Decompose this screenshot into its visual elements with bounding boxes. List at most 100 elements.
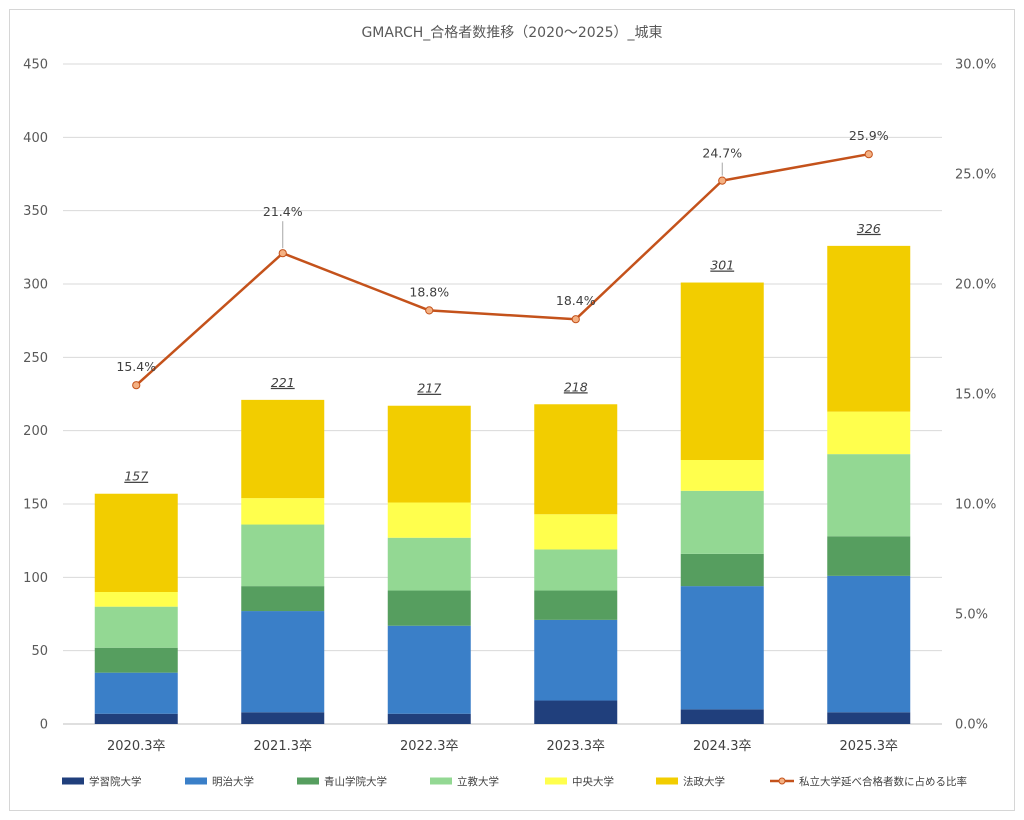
ratio-data-label: 18.4%	[556, 293, 596, 308]
bar-segment	[241, 524, 325, 587]
bar-segment	[241, 498, 325, 525]
bar-segment	[827, 245, 911, 412]
x-category-label: 2024.3卒	[693, 739, 752, 754]
legend-label: 私立大学延べ合格者数に占める比率	[799, 775, 967, 788]
bar-segment	[534, 590, 618, 620]
bar-segment	[534, 404, 618, 515]
y-tick-label: 0	[40, 718, 48, 733]
legend: 学習院大学 明治大学 青山学院大学 立教大学 中央大学 法政大学 私立大学延べ合格者数に占め…	[62, 775, 967, 788]
bar-total-label: 326	[857, 221, 881, 236]
bar-segment	[94, 647, 178, 673]
bar-segment	[534, 619, 618, 701]
y-tick-label: 200	[23, 424, 48, 439]
bar-segment	[680, 709, 764, 724]
legend-label: 学習院大学	[89, 775, 142, 788]
legend-swatch	[62, 777, 84, 785]
legend-line-marker	[778, 777, 786, 785]
bar-segment	[827, 536, 911, 576]
y2-tick-label: 15.0%	[955, 388, 996, 403]
y-tick-label: 300	[23, 278, 48, 293]
ratio-line-marker	[571, 315, 580, 324]
ratio-data-label: 21.4%	[263, 204, 303, 219]
bar-segment	[387, 502, 471, 538]
bar-segment	[94, 713, 178, 724]
ratio-line-marker	[278, 249, 287, 258]
legend-label: 明治大学	[212, 775, 254, 788]
legend-label: 中央大学	[572, 775, 614, 788]
ratio-data-label: 15.4%	[116, 359, 156, 374]
bar-segment	[94, 672, 178, 714]
x-category-label: 2021.3卒	[254, 739, 313, 754]
y2-tick-label: 10.0%	[955, 498, 996, 513]
y2-tick-label: 25.0%	[955, 168, 996, 183]
y-tick-label: 100	[23, 571, 48, 586]
x-axis-categories: 2020.3卒 2021.3卒 2022.3卒 2023.3卒 2024.3卒 2025.…	[107, 739, 898, 754]
y2-tick-label: 5.0%	[955, 608, 988, 623]
bar-total-labels: 157 221 217 218 301 326	[124, 221, 880, 484]
x-category-label: 2020.3卒	[107, 739, 166, 754]
stacked-bars	[94, 245, 911, 724]
y-tick-label: 50	[31, 644, 48, 659]
bar-segment	[241, 611, 325, 713]
y-axis-left: 0 50 100 150 200 250 300 350 400 450	[23, 58, 48, 733]
legend-swatch	[185, 777, 207, 785]
chart-title: GMARCH_合格者数推移（2020～2025）_城東	[361, 25, 662, 41]
y-tick-label: 450	[23, 58, 48, 73]
legend-label: 青山学院大学	[324, 775, 387, 788]
ratio-line-marker	[864, 150, 873, 159]
bar-segment	[680, 586, 764, 710]
y2-tick-label: 0.0%	[955, 718, 988, 733]
bar-segment	[387, 405, 471, 503]
gridlines	[63, 63, 942, 725]
y-tick-label: 150	[23, 498, 48, 513]
bar-segment	[387, 590, 471, 626]
bar-segment	[387, 625, 471, 714]
legend-swatch	[430, 777, 452, 785]
bar-segment	[827, 712, 911, 724]
bar-segment	[94, 592, 178, 607]
y-tick-label: 250	[23, 351, 48, 366]
y2-tick-label: 20.0%	[955, 278, 996, 293]
bar-segment	[387, 537, 471, 591]
ratio-line-path	[135, 152, 869, 387]
y-axis-right: 0.0% 5.0% 10.0% 15.0% 20.0% 25.0% 30.0%	[955, 58, 996, 733]
bar-total-label: 221	[271, 375, 295, 390]
legend-swatch	[656, 777, 678, 785]
ratio-line: 15.4% 21.4% 18.8% 18.4% 24.7% 25.9%	[116, 128, 889, 390]
x-category-label: 2022.3卒	[400, 739, 459, 754]
ratio-data-label: 24.7%	[702, 146, 742, 161]
bar-segment	[827, 454, 911, 537]
bar-segment	[827, 411, 911, 455]
bar-segment	[827, 575, 911, 713]
bar-total-label: 301	[710, 258, 734, 273]
ratio-line-marker	[718, 176, 727, 185]
ratio-data-label: 18.8%	[409, 284, 449, 299]
y-tick-label: 400	[23, 131, 48, 146]
ratio-line-marker	[425, 306, 434, 315]
ratio-line-marker	[132, 381, 141, 390]
bar-segment	[534, 549, 618, 591]
x-category-label: 2025.3卒	[840, 739, 899, 754]
legend-swatch	[545, 777, 567, 785]
legend-swatch	[297, 777, 319, 785]
bar-segment	[387, 713, 471, 724]
bar-total-label: 157	[124, 469, 148, 484]
bar-segment	[680, 490, 764, 554]
bar-segment	[534, 700, 618, 724]
x-category-label: 2023.3卒	[547, 739, 606, 754]
bar-segment	[534, 514, 618, 550]
bar-total-label: 217	[417, 381, 441, 396]
bar-segment	[94, 493, 178, 592]
bar-segment	[680, 553, 764, 587]
legend-label: 立教大学	[457, 775, 499, 788]
bar-total-label: 218	[564, 379, 588, 394]
bar-segment	[241, 586, 325, 612]
bar-segment	[241, 399, 325, 499]
bar-segment	[680, 460, 764, 491]
bar-segment	[94, 606, 178, 648]
ratio-data-label: 25.9%	[849, 128, 889, 143]
bar-segment	[241, 712, 325, 724]
y-tick-label: 350	[23, 204, 48, 219]
y2-tick-label: 30.0%	[955, 58, 996, 73]
